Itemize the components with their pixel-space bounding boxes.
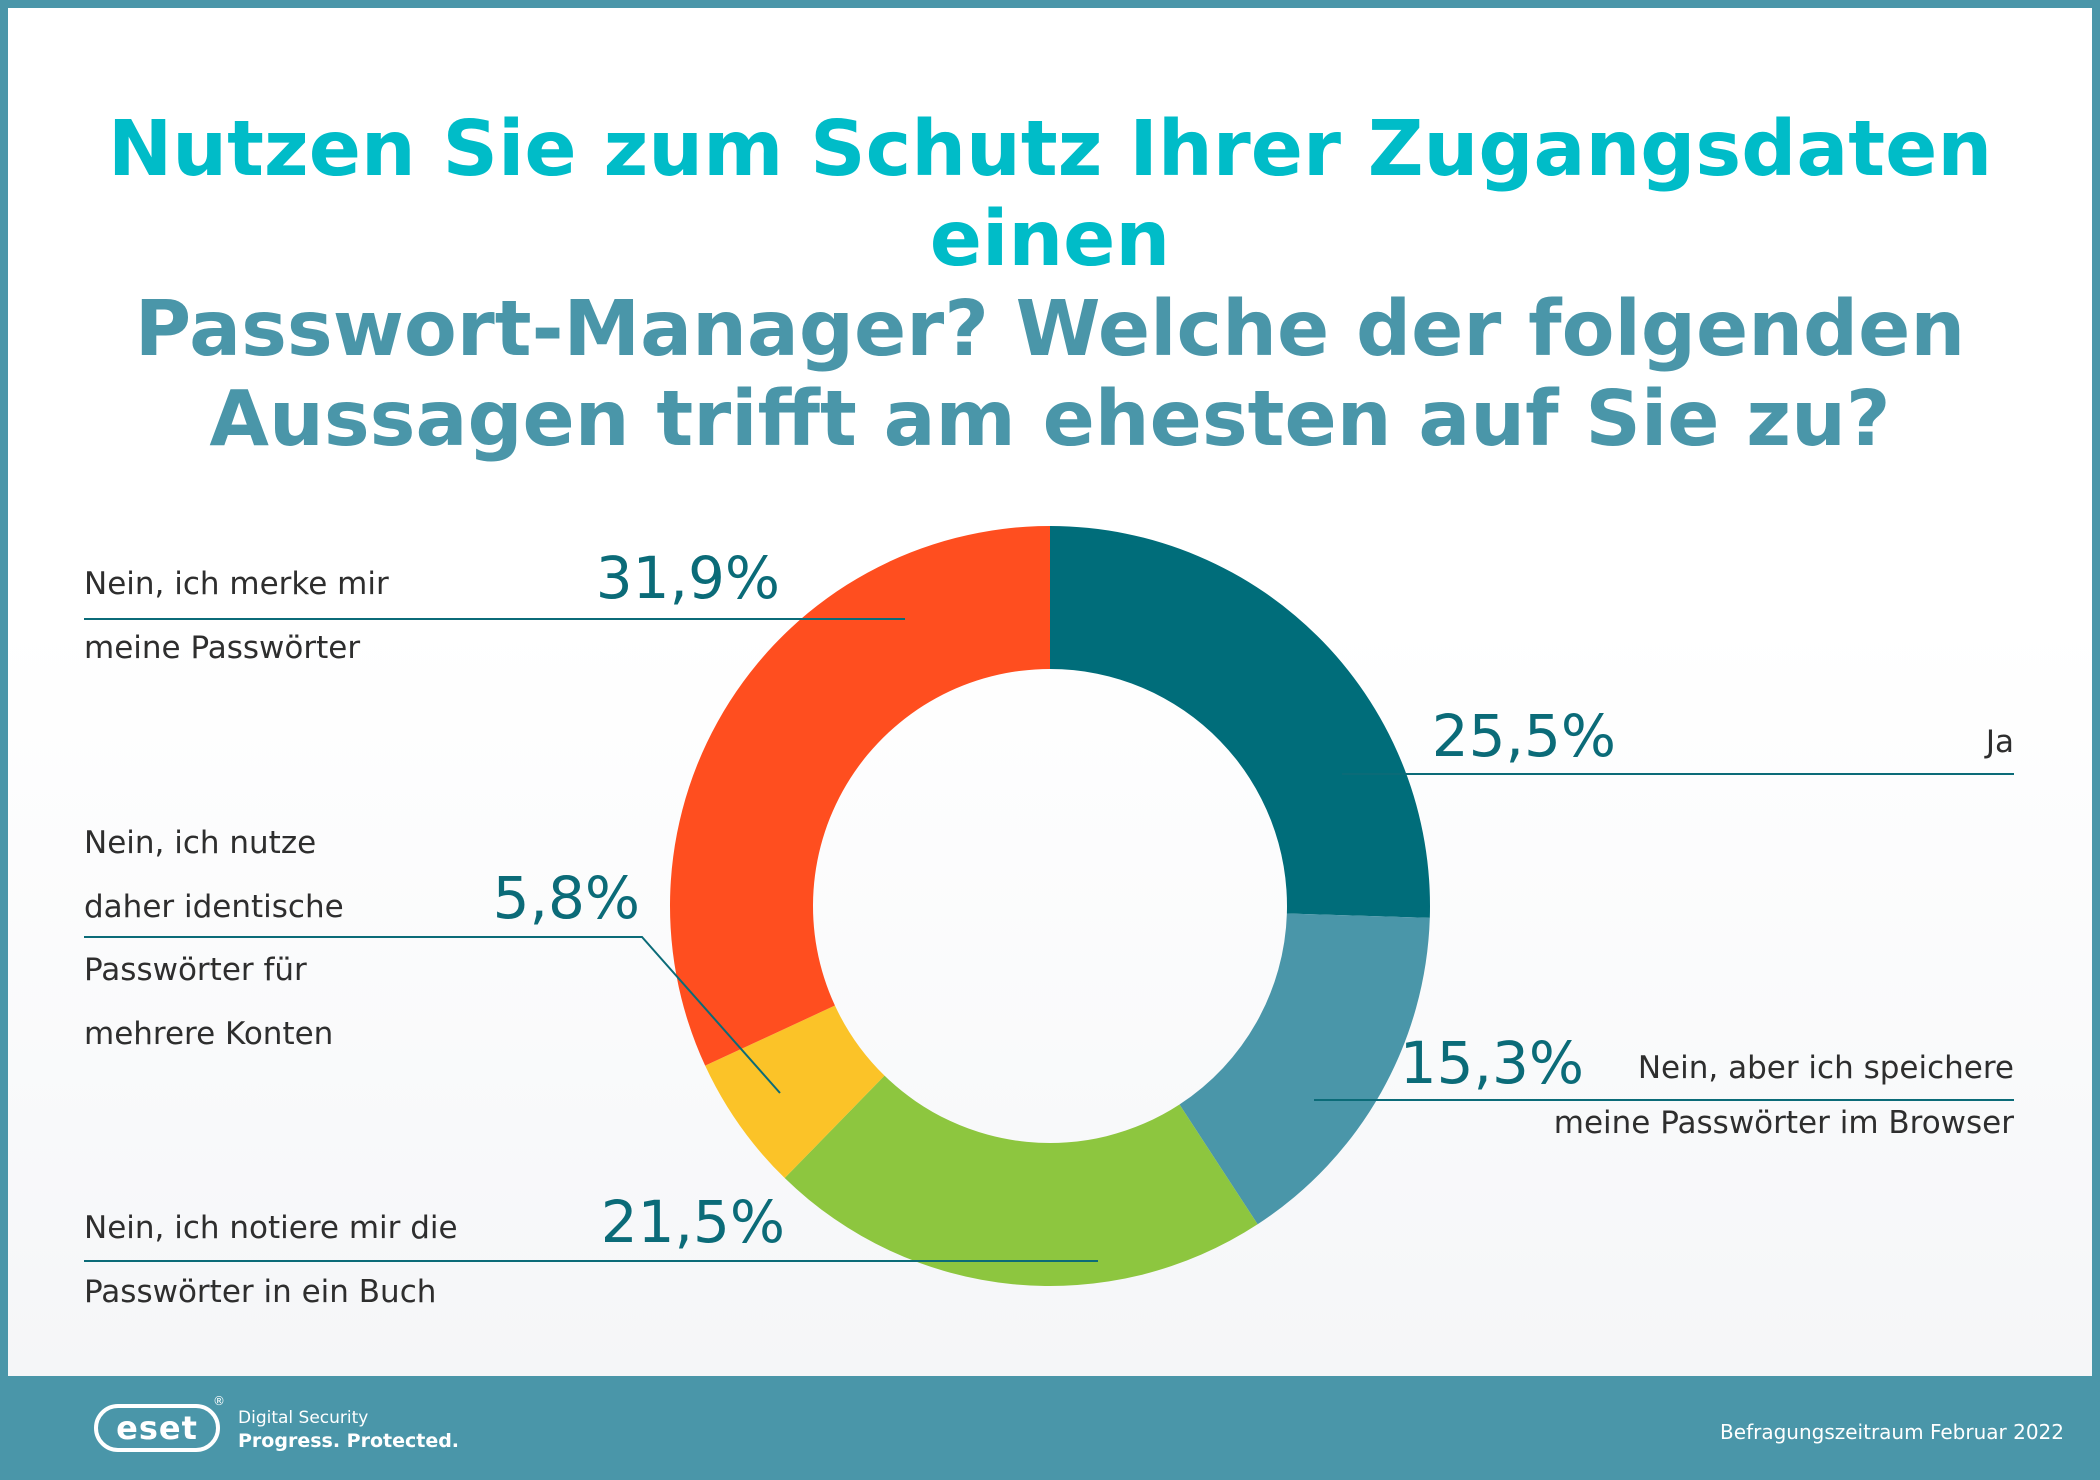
donut-slice-3 — [705, 1005, 885, 1179]
label-merke-line-1: Nein, ich merke mir — [84, 566, 389, 602]
label-identisch-line-3: Passwörter für — [84, 952, 307, 988]
donut-slice-1 — [1179, 913, 1430, 1225]
label-ja: Ja — [1984, 724, 2014, 760]
tagline-digital-security: Digital Security — [238, 1408, 369, 1428]
label-identisch-line-4: mehrere Konten — [84, 1016, 333, 1052]
donut-slice-4 — [670, 526, 1050, 1066]
donut-slices — [670, 526, 1431, 1286]
label-buch-line-1: Nein, ich notiere mir die — [84, 1210, 458, 1246]
label-merke-line-2: meine Passwörter — [84, 630, 360, 666]
chart-title: Nutzen Sie zum Schutz Ihrer Zugangsdaten… — [0, 105, 2100, 465]
label-identisch-line-1: Nein, ich nutze — [84, 825, 316, 861]
title-line-2: Passwort-Manager? Welche der folgenden — [134, 285, 1966, 374]
label-browser-line-2: meine Passwörter im Browser — [1554, 1105, 2014, 1141]
tagline-progress-protected: Progress. Protected. — [238, 1430, 460, 1452]
value-browser: 15,3% — [1400, 1029, 1584, 1097]
title-line-3: Aussagen trifft am ehesten auf Sie zu? — [209, 375, 1891, 464]
label-identisch-line-2: daher identische — [84, 889, 344, 925]
value-buch: 21,5% — [601, 1188, 785, 1256]
leader-line-identisch — [84, 936, 781, 1094]
donut-slice-0 — [1050, 526, 1431, 918]
value-ja: 25,5% — [1432, 702, 1616, 770]
donut-chart: 31,9% 25,5% 15,3% 5,8% 21,5% Nein, ich m… — [84, 526, 2014, 1310]
label-browser-line-1: Nein, aber ich speichere — [1638, 1050, 2014, 1086]
label-buch-line-2: Passwörter in ein Buch — [84, 1274, 436, 1310]
donut-slice-2 — [784, 1075, 1258, 1286]
registered-mark: ® — [213, 1394, 225, 1408]
title-line-1: Nutzen Sie zum Schutz Ihrer Zugangsdaten… — [107, 105, 1993, 284]
value-identisch: 5,8% — [493, 864, 640, 932]
value-merke: 31,9% — [596, 544, 780, 612]
footer-bar: eset ® Digital Security Progress. Protec… — [0, 1376, 2100, 1480]
survey-period: Befragungszeitraum Februar 2022 — [1720, 1420, 2064, 1444]
eset-logo: eset — [94, 1404, 220, 1452]
